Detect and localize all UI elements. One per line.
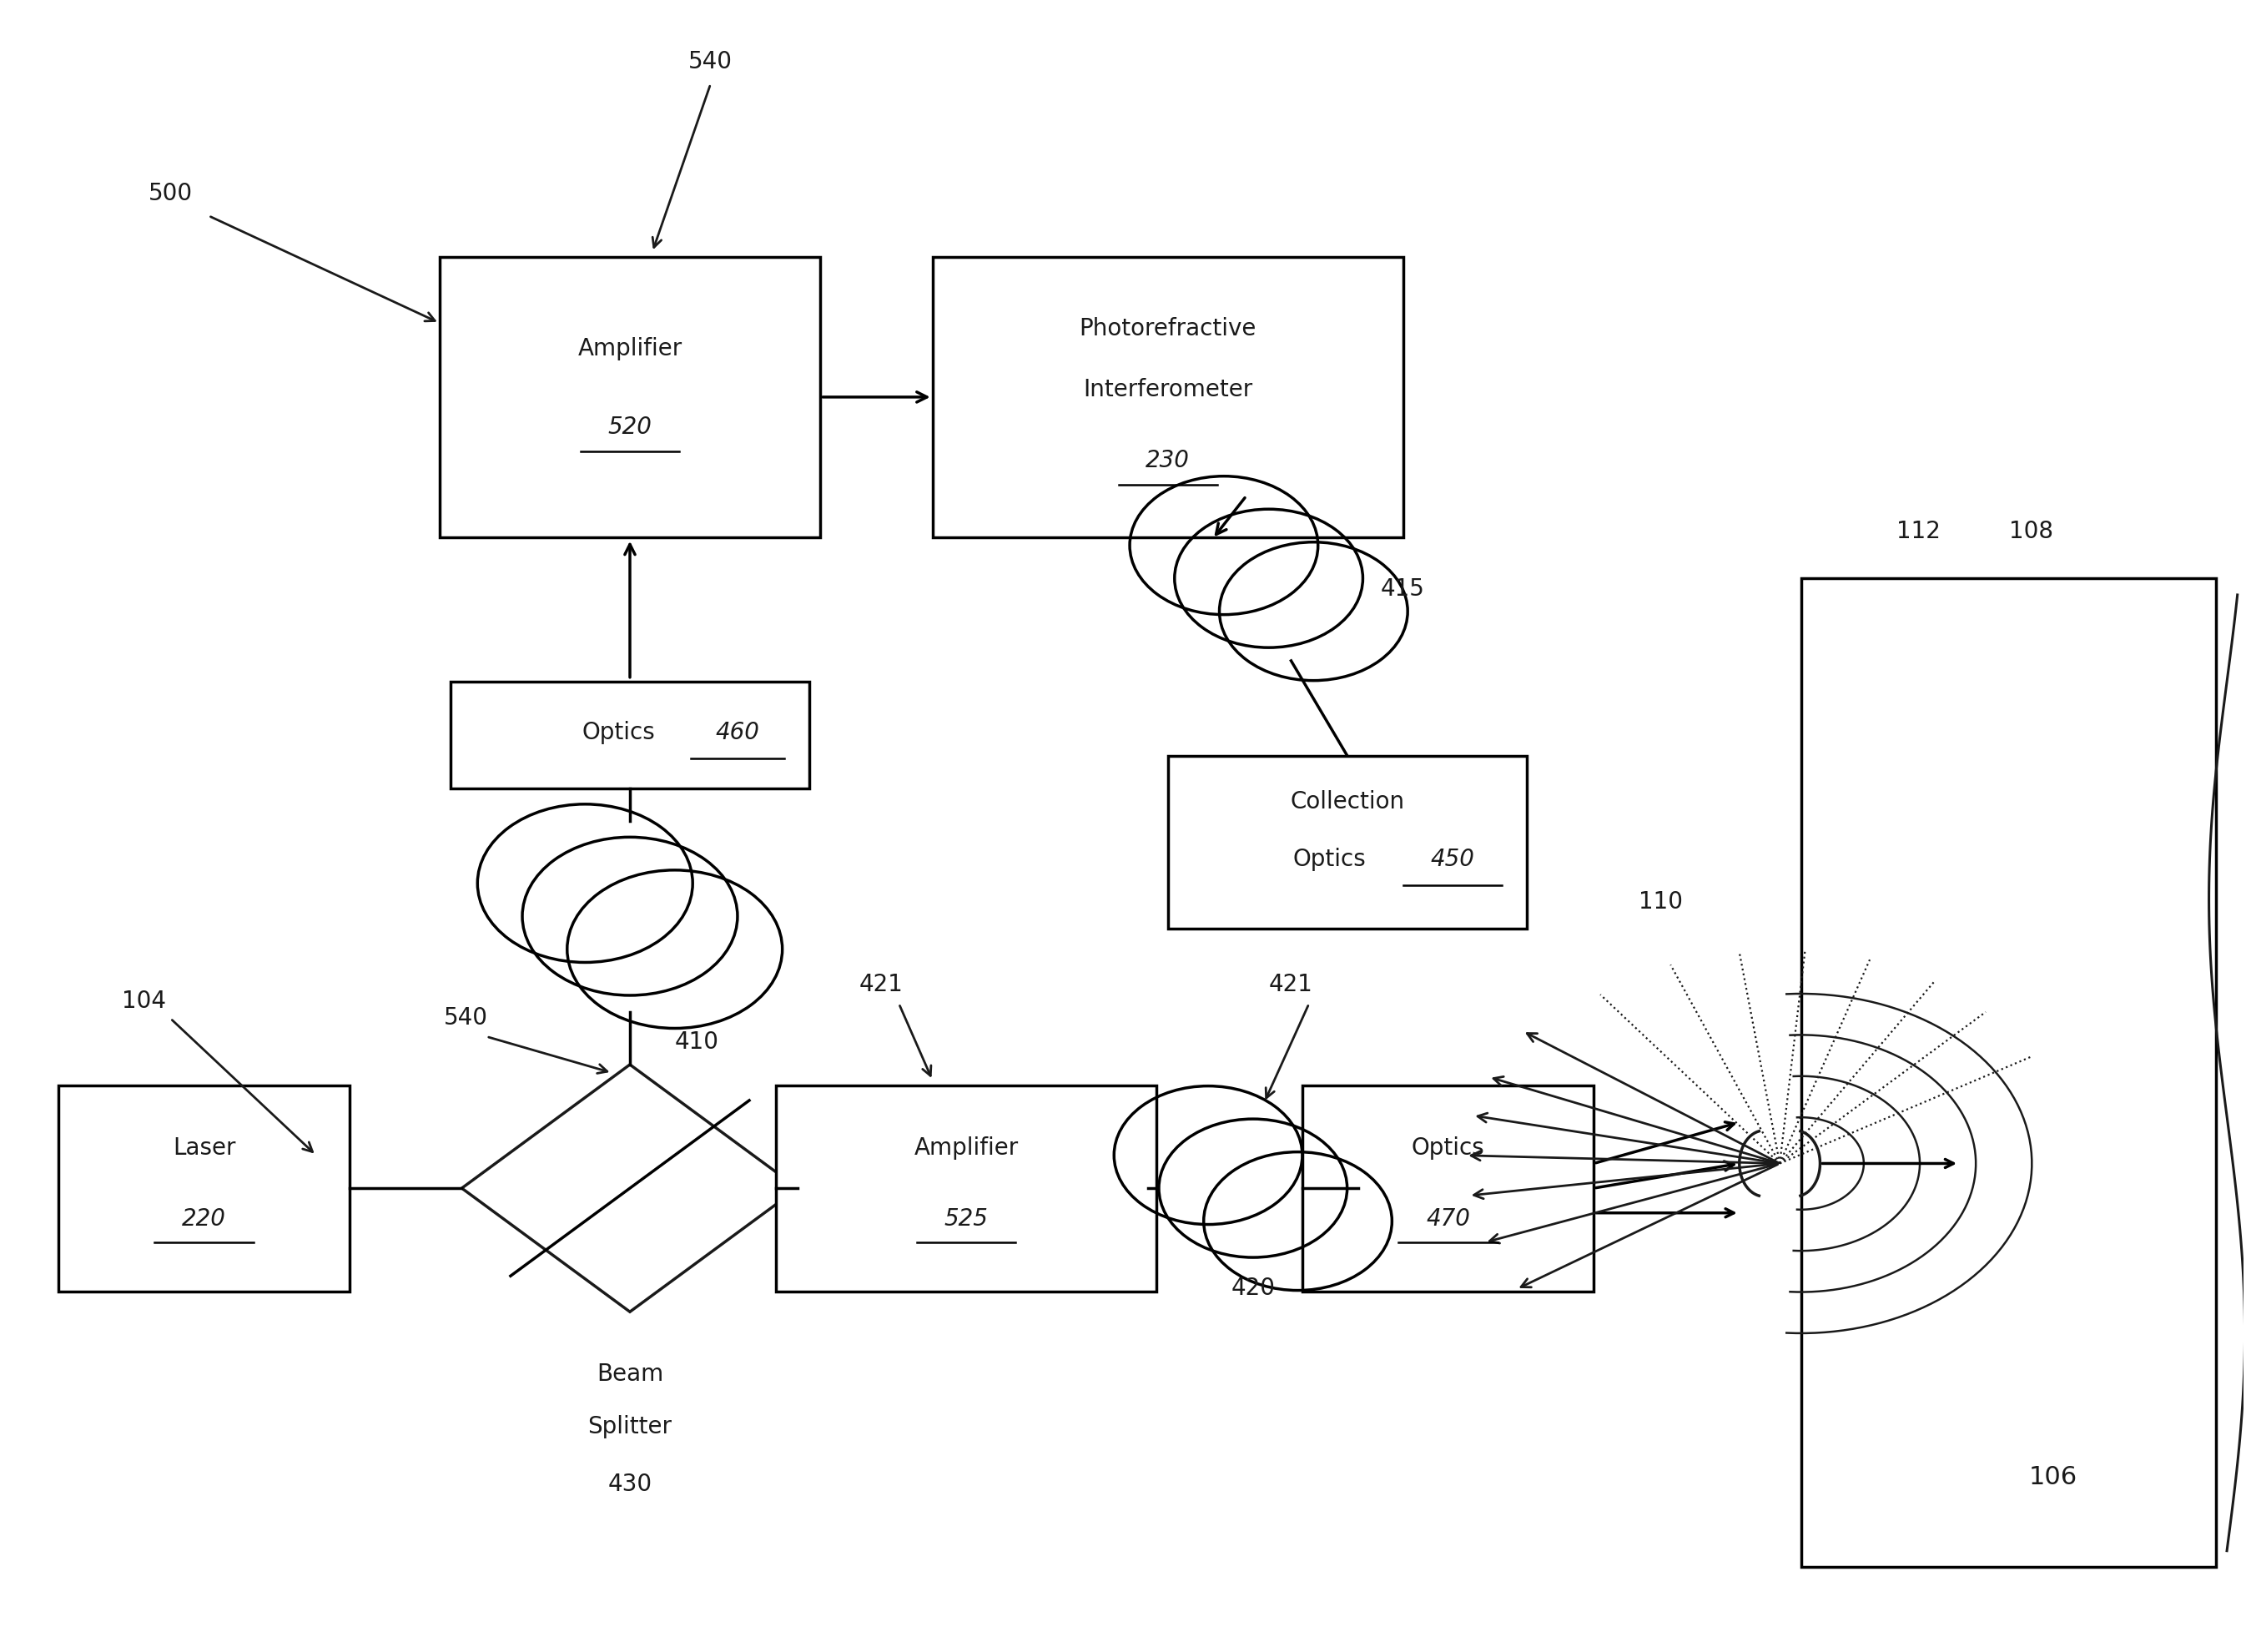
Text: 420: 420 bbox=[1231, 1275, 1276, 1298]
Text: 230: 230 bbox=[1145, 449, 1190, 472]
Bar bbox=[451, 682, 809, 790]
Text: 450: 450 bbox=[1431, 847, 1476, 871]
Text: 520: 520 bbox=[609, 416, 651, 439]
Text: Optics: Optics bbox=[1410, 1135, 1485, 1160]
Text: Amplifier: Amplifier bbox=[914, 1135, 1017, 1160]
Bar bbox=[775, 1085, 1157, 1292]
Text: 540: 540 bbox=[445, 1006, 487, 1029]
Bar bbox=[1168, 757, 1527, 928]
Text: Splitter: Splitter bbox=[588, 1414, 672, 1437]
Text: Amplifier: Amplifier bbox=[577, 337, 683, 360]
Text: Interferometer: Interferometer bbox=[1083, 378, 1253, 401]
Bar bbox=[58, 1085, 350, 1292]
Text: Optics: Optics bbox=[582, 720, 656, 743]
Text: Photorefractive: Photorefractive bbox=[1080, 317, 1256, 340]
Bar bbox=[932, 258, 1404, 537]
Text: Beam: Beam bbox=[597, 1361, 663, 1384]
Bar bbox=[1801, 578, 2215, 1568]
Text: 421: 421 bbox=[1269, 973, 1314, 996]
Bar bbox=[1303, 1085, 1595, 1292]
Text: 415: 415 bbox=[1381, 577, 1424, 600]
Text: 410: 410 bbox=[674, 1031, 719, 1054]
Text: 460: 460 bbox=[716, 720, 759, 743]
Text: 112: 112 bbox=[1896, 519, 1941, 544]
Text: 430: 430 bbox=[609, 1472, 651, 1495]
Text: 110: 110 bbox=[1640, 890, 1682, 914]
Polygon shape bbox=[463, 1066, 797, 1312]
Text: Collection: Collection bbox=[1289, 790, 1404, 813]
Text: 106: 106 bbox=[2028, 1465, 2078, 1488]
Text: 220: 220 bbox=[182, 1206, 227, 1229]
Text: 525: 525 bbox=[943, 1206, 988, 1229]
Text: 470: 470 bbox=[1426, 1206, 1471, 1229]
Text: Laser: Laser bbox=[173, 1135, 236, 1160]
Text: 540: 540 bbox=[690, 50, 732, 73]
Text: 108: 108 bbox=[2008, 519, 2053, 544]
Text: 500: 500 bbox=[148, 182, 193, 205]
Text: 104: 104 bbox=[121, 990, 166, 1013]
Text: Optics: Optics bbox=[1294, 847, 1366, 871]
Bar bbox=[440, 258, 820, 537]
Text: 421: 421 bbox=[858, 973, 903, 996]
